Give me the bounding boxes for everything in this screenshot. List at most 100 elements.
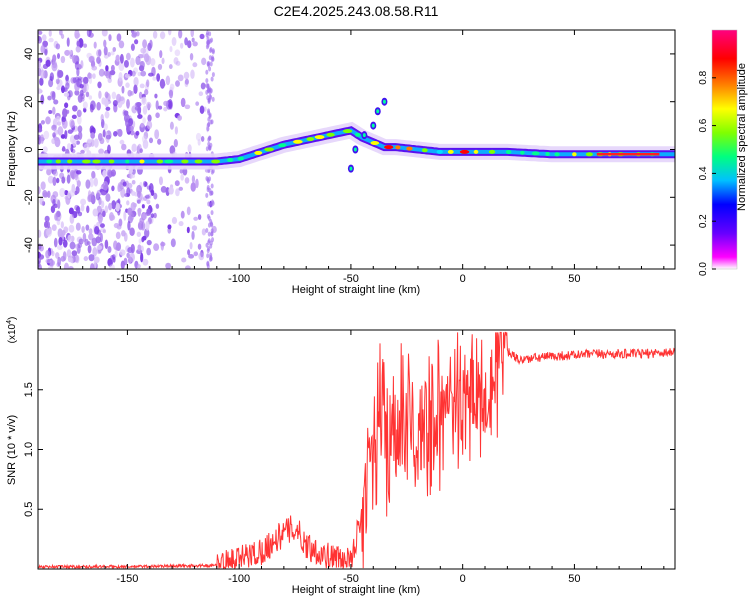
noise-speck [94, 225, 100, 235]
noise-speck [147, 114, 152, 122]
noise-speck [104, 110, 110, 119]
noise-speck [211, 200, 215, 206]
noise-speck [199, 33, 205, 40]
noise-speck [179, 168, 184, 174]
noise-speck [87, 138, 92, 144]
noise-speck [207, 144, 211, 150]
noise-speck [83, 143, 90, 152]
noise-speck [105, 193, 111, 202]
noise-speck [135, 55, 141, 66]
noise-speck [210, 56, 214, 62]
noise-speck [123, 60, 129, 68]
noise-speck [88, 254, 95, 262]
noise-speck [168, 89, 174, 99]
noise-speck [207, 240, 211, 246]
noise-speck [86, 205, 90, 214]
noise-speck [102, 169, 107, 178]
noise-speck [73, 134, 80, 140]
ridge-blob [92, 159, 101, 164]
noise-speck [52, 191, 59, 198]
x-tick-label: -100 [228, 273, 250, 285]
snr-y-multiplier-exp: 4 [6, 320, 13, 324]
noise-speck [130, 57, 135, 68]
noise-speck [86, 30, 92, 38]
noise-speck [111, 254, 116, 260]
noise-speck [206, 126, 210, 132]
ridge-blob [139, 159, 145, 164]
noise-speck [53, 99, 59, 105]
colorbar-tick-label: 0.8 [698, 70, 709, 84]
noise-speck [191, 230, 195, 240]
noise-speck [98, 148, 105, 155]
noise-speck [98, 214, 103, 224]
noise-speck [140, 252, 144, 263]
noise-speck [68, 265, 74, 269]
noise-speck [206, 260, 210, 266]
noise-speck [159, 31, 166, 40]
noise-speck [160, 186, 167, 193]
noise-speck [108, 202, 113, 211]
noise-speck [57, 199, 61, 209]
noise-speck [142, 39, 148, 49]
noise-speck [38, 30, 43, 35]
noise-speck [56, 86, 61, 91]
noise-speck [180, 97, 186, 108]
noise-speck [75, 45, 81, 53]
ridge-blob [278, 143, 287, 148]
y-tick-label: 0 [23, 146, 35, 152]
noise-speck [209, 190, 213, 196]
noise-speck [180, 173, 185, 181]
noise-speck [134, 39, 139, 45]
noise-speck [207, 215, 211, 221]
noise-speck [146, 208, 151, 215]
noise-speck [69, 257, 74, 264]
noise-speck [92, 208, 98, 217]
noise-speck [171, 216, 178, 224]
noise-speck [136, 264, 141, 269]
ridge-blob [306, 137, 315, 142]
noise-speck [165, 262, 172, 269]
noise-speck [108, 34, 112, 42]
noise-speck [121, 85, 125, 94]
noise-speck [207, 122, 211, 128]
noise-speck [105, 65, 109, 72]
noise-speck [46, 221, 51, 229]
noise-speck [83, 43, 88, 48]
ridge-blob [554, 152, 560, 157]
noise-speck [55, 78, 60, 85]
noise-speck [210, 231, 214, 237]
noise-speck [130, 243, 135, 254]
noise-speck [47, 175, 54, 184]
noise-speck [71, 183, 76, 193]
noise-speck [89, 177, 94, 188]
noise-speck [178, 186, 184, 191]
noise-speck [45, 116, 51, 125]
noise-speck [55, 252, 60, 259]
noise-speck [85, 179, 91, 189]
noise-speck [209, 61, 213, 67]
noise-speck [56, 115, 61, 122]
noise-speck [211, 48, 215, 54]
noise-speck [142, 117, 146, 124]
x-tick-label: 50 [568, 573, 580, 585]
noise-speck [131, 70, 136, 77]
x-tick-label: 0 [460, 273, 466, 285]
noise-speck [69, 118, 75, 129]
noise-speck [38, 264, 43, 269]
x-tick-label: -150 [116, 573, 138, 585]
noise-speck [57, 126, 64, 136]
noise-speck [184, 37, 188, 46]
noise-speck [72, 77, 77, 84]
noise-speck [207, 201, 211, 207]
noise-speck [198, 91, 204, 97]
noise-speck [85, 91, 90, 98]
noise-speck [148, 137, 154, 144]
noise-speck [179, 42, 184, 49]
noise-speck [116, 93, 122, 103]
noise-speck [105, 134, 111, 140]
ridge-blob [82, 159, 91, 164]
noise-speck [68, 224, 75, 233]
noise-speck [62, 239, 68, 248]
noise-speck [45, 250, 50, 259]
noise-speck [130, 201, 136, 211]
